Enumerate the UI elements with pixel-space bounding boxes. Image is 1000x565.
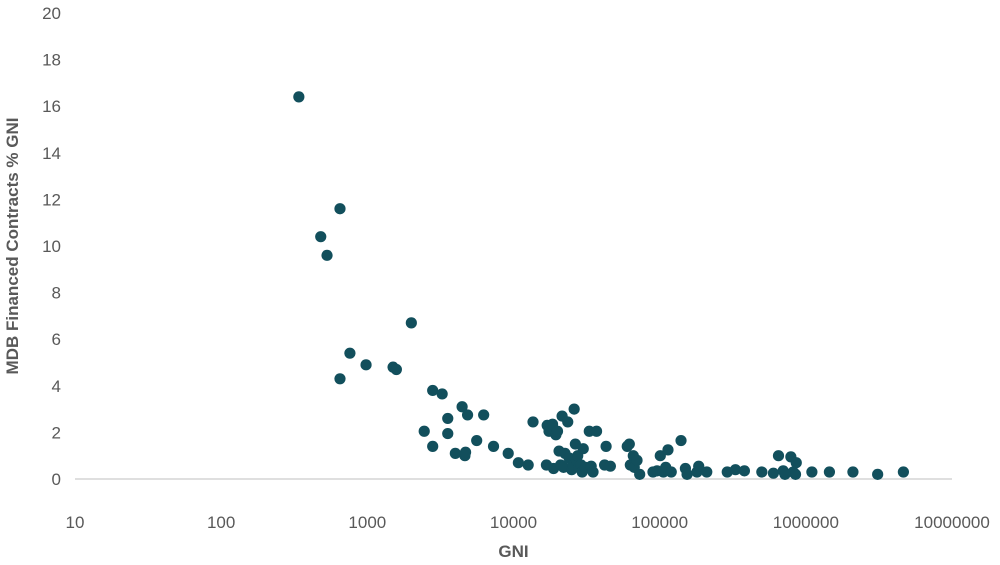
data-point (456, 401, 468, 413)
data-point (315, 231, 327, 243)
data-point (568, 403, 580, 415)
data-point (562, 416, 574, 428)
data-points (293, 91, 909, 480)
data-point (847, 466, 859, 478)
data-point (449, 447, 461, 459)
data-point (471, 434, 483, 447)
data-point (634, 468, 646, 480)
data-point (790, 457, 802, 469)
y-tick-label: 8 (52, 284, 61, 303)
data-point (577, 443, 589, 455)
data-point (729, 464, 742, 476)
data-point (662, 444, 674, 456)
data-point (654, 450, 666, 462)
y-tick-label: 16 (42, 97, 61, 116)
data-point (512, 457, 524, 469)
y-tick-label: 12 (42, 190, 61, 209)
data-point (478, 409, 490, 421)
x-axis-ticks: 10 100 1000 10000 100000 1000000 10000000 (66, 513, 990, 532)
data-point (772, 450, 785, 462)
data-point (897, 466, 909, 478)
data-point (665, 466, 677, 478)
data-point (360, 359, 372, 371)
data-point (436, 388, 448, 400)
data-point (427, 384, 439, 397)
data-point (487, 440, 500, 452)
x-tick-label: 1000000 (773, 513, 839, 532)
data-point (502, 447, 514, 459)
data-point (405, 317, 417, 329)
data-point (590, 425, 603, 437)
y-tick-label: 14 (42, 144, 61, 163)
data-point (427, 440, 439, 452)
data-point (600, 440, 612, 452)
data-point (631, 454, 643, 466)
data-point (823, 466, 836, 478)
x-tick-label: 10 (66, 513, 85, 532)
y-tick-label: 2 (52, 423, 61, 442)
data-point (675, 434, 687, 447)
data-point (604, 460, 616, 472)
x-axis-title: GNI (498, 542, 528, 561)
data-point (587, 466, 599, 478)
data-point (756, 466, 768, 478)
x-tick-label: 10000000 (914, 513, 990, 532)
data-point (459, 446, 472, 458)
data-point (551, 425, 564, 437)
x-tick-label: 1000 (348, 513, 386, 532)
data-point (693, 460, 705, 472)
y-tick-label: 6 (52, 330, 61, 349)
data-point (442, 412, 454, 425)
y-tick-label: 4 (52, 377, 61, 396)
data-point (872, 468, 884, 480)
data-point (522, 459, 534, 471)
x-tick-label: 100000 (631, 513, 688, 532)
data-point (334, 203, 346, 215)
data-point (334, 373, 346, 385)
y-tick-label: 18 (42, 51, 61, 70)
data-point (681, 468, 693, 480)
y-axis-title: MDB Financed Contracts % GNI (3, 118, 22, 375)
y-tick-label: 20 (42, 4, 61, 23)
data-point (738, 465, 751, 477)
data-point (461, 409, 474, 421)
data-point (767, 467, 780, 479)
data-point (789, 468, 802, 480)
data-point (418, 425, 430, 437)
x-tick-label: 10000 (490, 513, 537, 532)
data-point (390, 363, 402, 376)
data-point (623, 438, 635, 450)
x-tick-label: 100 (207, 513, 235, 532)
data-point (527, 416, 539, 428)
y-axis-ticks: 0 2 4 6 8 10 12 14 16 18 20 (42, 4, 61, 489)
data-point (293, 91, 305, 103)
data-point (442, 427, 454, 440)
data-point (806, 466, 818, 478)
data-point (321, 249, 333, 261)
y-tick-label: 10 (42, 237, 61, 256)
y-tick-label: 0 (52, 470, 61, 489)
data-point (344, 347, 356, 359)
data-point (701, 466, 713, 478)
